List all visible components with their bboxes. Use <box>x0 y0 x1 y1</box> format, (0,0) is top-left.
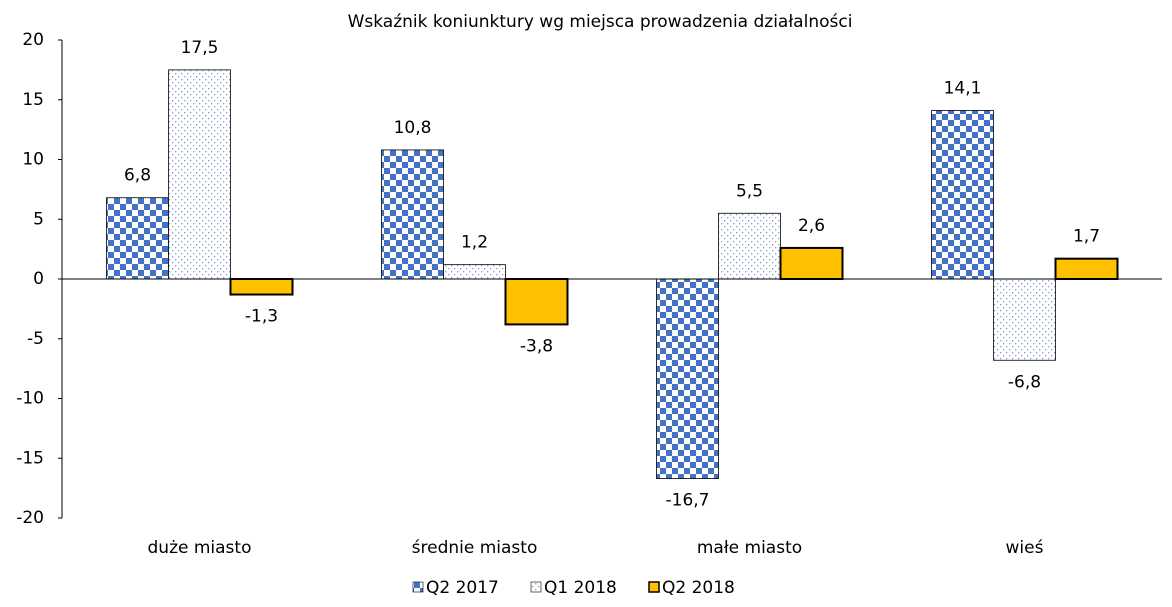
bar <box>381 149 444 280</box>
bar <box>718 212 781 280</box>
y-tick-label: 5 <box>33 209 44 229</box>
bar <box>993 278 1056 361</box>
legend-swatch <box>412 581 424 593</box>
data-label: 14,1 <box>944 79 982 99</box>
data-label: 17,5 <box>181 38 219 58</box>
legend-label: Q2 2018 <box>662 578 735 598</box>
bar <box>168 69 231 280</box>
x-tick-label: wieś <box>1006 538 1044 558</box>
y-tick-label: -20 <box>16 508 44 528</box>
legend-label: Q1 2018 <box>544 578 617 598</box>
legend-label: Q2 2017 <box>426 578 499 598</box>
bar <box>106 197 169 280</box>
bar <box>443 264 506 280</box>
x-tick-label: małe miasto <box>697 538 802 558</box>
y-tick-label: -15 <box>16 448 44 468</box>
y-tick-label: -5 <box>27 329 44 349</box>
y-tick-label: 0 <box>33 269 44 289</box>
y-tick-label: 15 <box>22 90 44 110</box>
x-tick-label: duże miasto <box>148 538 252 558</box>
data-label: 1,2 <box>461 233 488 253</box>
y-tick-label: 20 <box>22 30 44 50</box>
data-label: 1,7 <box>1073 227 1100 247</box>
y-tick-label: 10 <box>22 150 44 170</box>
bar <box>504 278 569 326</box>
x-tick-label: średnie miasto <box>412 538 538 558</box>
legend-swatch <box>530 581 542 593</box>
data-label: 2,6 <box>798 216 825 236</box>
data-label: -16,7 <box>666 491 710 511</box>
data-label: 10,8 <box>394 118 432 138</box>
bar <box>656 278 719 479</box>
data-label: 5,5 <box>736 181 763 201</box>
bar <box>779 246 844 280</box>
data-label: -3,8 <box>520 336 553 356</box>
bar <box>1054 257 1119 280</box>
y-tick-label: -10 <box>16 389 44 409</box>
legend-swatch <box>648 581 660 593</box>
data-label: -1,3 <box>245 307 278 327</box>
data-label: 6,8 <box>124 166 151 186</box>
data-label: -6,8 <box>1008 372 1041 392</box>
bar <box>931 110 994 280</box>
bar <box>229 278 294 296</box>
chart-title: Wskaźnik koniunktury wg miejsca prowadze… <box>348 12 853 32</box>
